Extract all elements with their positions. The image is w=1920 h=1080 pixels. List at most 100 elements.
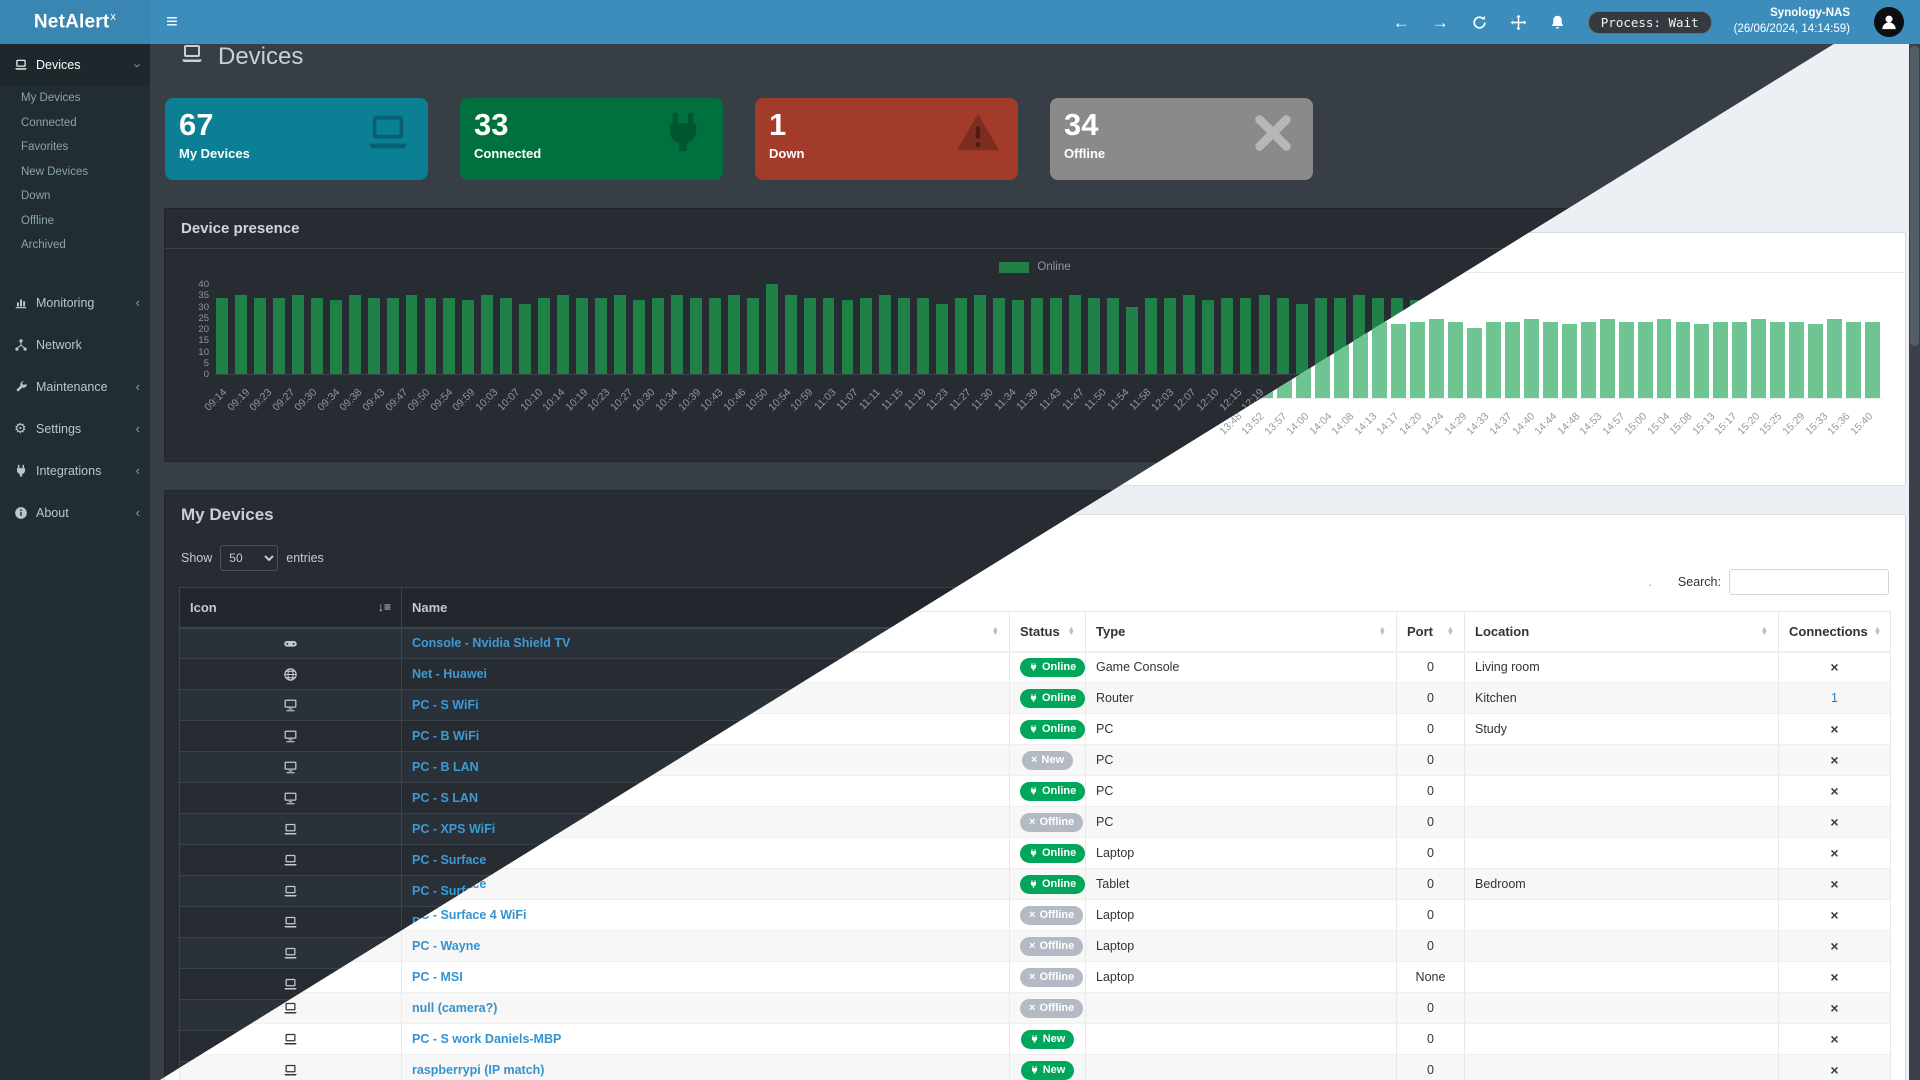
summary-card-down[interactable]: 1 Down [755, 98, 1018, 180]
status-badge-online: Online [1020, 688, 1085, 708]
summary-card-my-devices[interactable]: 67 My Devices [165, 98, 428, 180]
bell-icon[interactable] [1549, 14, 1566, 31]
user-avatar[interactable] [1874, 7, 1904, 37]
column-header-port[interactable]: Port ▲▼ [1396, 611, 1465, 653]
device-name-link[interactable]: PC - XPS WiFi [412, 822, 496, 836]
device-port-cell: 0 [1396, 775, 1465, 807]
connections-count-link[interactable]: 1 [1831, 691, 1838, 705]
chart-bar-online [1258, 295, 1271, 374]
search-input[interactable] [1729, 569, 1889, 595]
column-header-connections[interactable]: Connections ▲▼ [1778, 611, 1891, 653]
column-header-location[interactable]: Location ▲▼ [1464, 611, 1779, 653]
device-icon-cell [179, 844, 402, 876]
chart-bar-online [443, 297, 456, 374]
sidebar-item-maintenance[interactable]: Maintenance ‹ [0, 366, 150, 408]
chart-bar-online [898, 297, 911, 374]
chevron-down-icon: › [130, 62, 146, 68]
desktop-icon [282, 728, 299, 742]
sidebar-subitem-offline[interactable]: Offline [21, 214, 55, 227]
device-name-link[interactable]: PC - MSI [412, 970, 463, 984]
status-badge-label: Offline [1039, 1002, 1075, 1014]
chart-bar-online [1163, 297, 1176, 374]
device-name-cell: null (camera?) [401, 992, 1010, 1024]
device-name-link[interactable]: PC - B WiFi [412, 729, 480, 743]
sidebar-subitem-down[interactable]: Down [21, 190, 51, 203]
refresh-icon[interactable] [1471, 14, 1488, 31]
status-badge-new-green: New [1020, 1029, 1075, 1049]
sidebar-subitem-my-devices[interactable]: My Devices [21, 92, 81, 105]
chart-bar-online [595, 297, 608, 374]
sidebar-item-integrations[interactable]: Integrations ‹ [0, 450, 150, 492]
device-connections-cell: × [1778, 806, 1891, 838]
device-location-cell [1464, 992, 1779, 1024]
device-name-link[interactable]: null (camera?) [412, 1001, 498, 1015]
sidebar-item-devices[interactable]: Devices › [0, 44, 150, 86]
device-name-link[interactable]: PC - S work Daniels-MBP [412, 1032, 562, 1046]
scrollbar-thumb[interactable] [1910, 46, 1919, 346]
device-location-cell [1464, 744, 1779, 776]
card-label: Down [769, 146, 805, 162]
no-connections-x-icon: × [1830, 1031, 1839, 1047]
sidebar-item-about[interactable]: About ‹ [0, 492, 150, 534]
sidebar-item-settings[interactable]: ⚙ Settings ‹ [0, 408, 150, 450]
host-datetime: (26/06/2024, 14:14:59) [1733, 23, 1850, 35]
column-header-type[interactable]: Type ▲▼ [1085, 611, 1397, 653]
show-label: Show [181, 551, 213, 565]
chart-bar-online [1504, 321, 1520, 398]
chart-bar-online [348, 295, 361, 374]
forward-arrow-icon[interactable]: → [1431, 12, 1449, 32]
plug-icon [1029, 662, 1038, 672]
sidebar-subitem-connected[interactable]: Connected [21, 116, 77, 129]
wrench-icon [14, 380, 36, 394]
app-logo[interactable]: NetAlertx [0, 0, 150, 44]
summary-card-offline[interactable]: 34 Offline [1050, 98, 1313, 180]
y-tick-label: 5 [203, 357, 209, 369]
device-connections-cell: × [1778, 930, 1891, 962]
page-size-select[interactable]: 50 [220, 545, 279, 571]
info-icon [14, 506, 36, 520]
device-name-link[interactable]: Net - Huawei [412, 667, 488, 681]
device-name-link[interactable]: raspberrypi (IP match) [412, 1063, 545, 1077]
sidebar-item-monitoring[interactable]: Monitoring ‹ [0, 282, 150, 324]
column-header-status[interactable]: Status ▲▼ [1009, 611, 1086, 653]
device-name-link[interactable]: PC - S WiFi [412, 698, 479, 712]
sidebar-toggle-button[interactable]: ≡ [166, 10, 178, 33]
sidebar-subitem-new-devices[interactable]: New Devices [21, 165, 89, 178]
device-name-link[interactable]: Console - Nvidia Shield TV [412, 636, 571, 651]
sidebar-item-label: About [36, 505, 69, 520]
device-name-link[interactable]: PC - Surface 4 WiFi [412, 908, 527, 922]
chart-bar-online [765, 284, 778, 374]
chart-bar-online [822, 297, 835, 374]
device-name-link[interactable]: PC - Wayne [412, 939, 481, 953]
column-header-icon[interactable]: Icon ↓≡ [179, 587, 402, 629]
sidebar: Devices › My Devices Connected Favorites New … [0, 44, 150, 1080]
sidebar-subitem-archived[interactable]: Archived [21, 239, 66, 252]
device-name-link[interactable]: PC - S LAN [412, 791, 478, 805]
back-arrow-icon[interactable]: ← [1392, 12, 1410, 32]
status-badge-new-green: New [1020, 1060, 1075, 1080]
device-name-link[interactable]: PC - B LAN [412, 760, 479, 774]
device-port-cell: 0 [1396, 806, 1465, 838]
chart-bar-online [1637, 321, 1653, 398]
chart-bar-online [1050, 297, 1062, 374]
status-badge-label: New [1042, 1064, 1066, 1076]
device-name-cell: PC - Wayne [401, 930, 1010, 962]
laptop-icon [282, 883, 299, 897]
scrollbar[interactable] [1909, 44, 1920, 1080]
sidebar-subitem-favorites[interactable]: Favorites [21, 141, 69, 154]
search-label: Search: [1677, 575, 1721, 589]
table-row[interactable]: raspberrypi (IP match) New 0 × [179, 1054, 1891, 1080]
device-name-link[interactable]: PC - Surface [412, 853, 487, 867]
plug-icon [1029, 693, 1038, 703]
device-connections-cell: × [1778, 1023, 1891, 1055]
summary-card-connected[interactable]: 33 Connected [460, 98, 723, 180]
chart-bar-online [291, 295, 304, 374]
sidebar-item-network[interactable]: Network [0, 324, 150, 366]
move-icon[interactable] [1510, 14, 1527, 31]
chart-bar-online [405, 295, 418, 374]
table-row[interactable]: PC - S work Daniels-MBP New 0 × [179, 1023, 1891, 1055]
